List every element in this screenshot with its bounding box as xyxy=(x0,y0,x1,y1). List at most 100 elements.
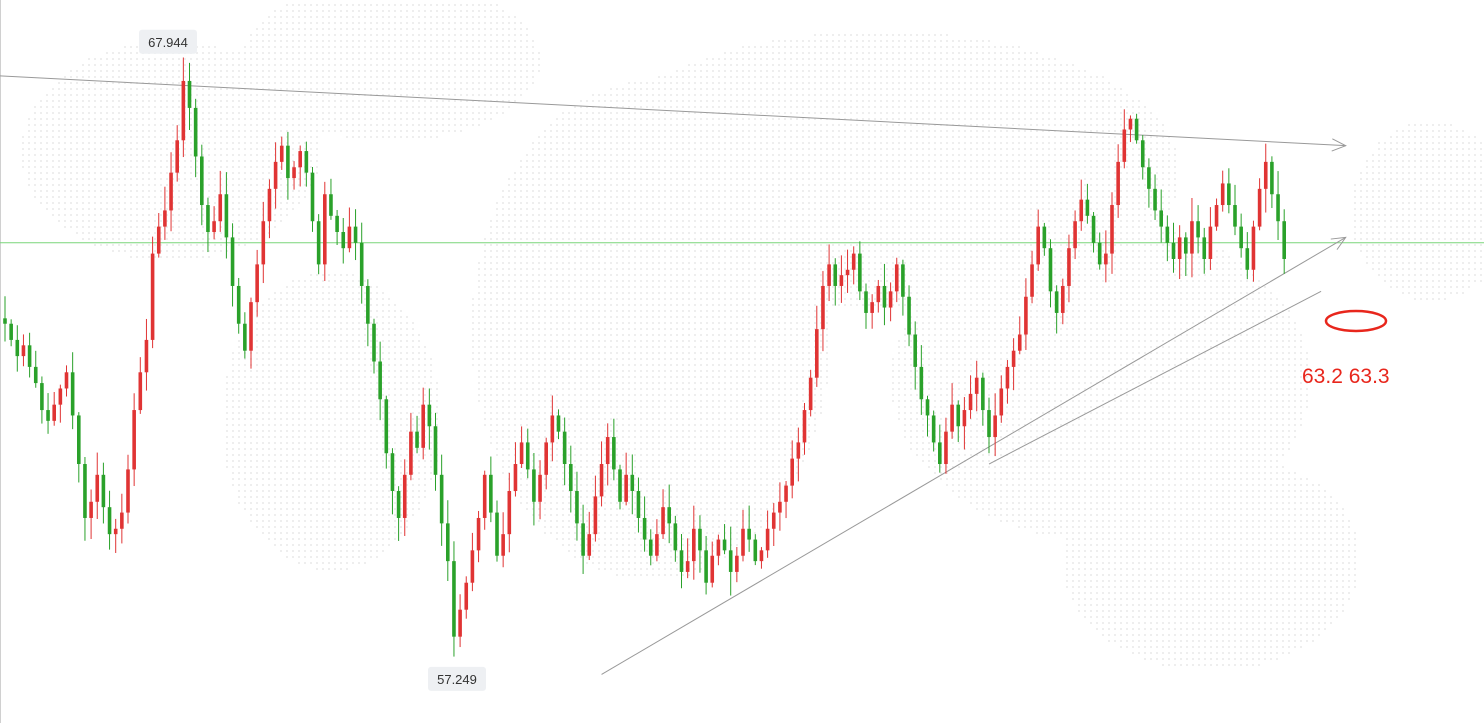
map-dot xyxy=(160,202,162,204)
map-dot xyxy=(280,112,282,114)
map-dot xyxy=(1018,124,1020,126)
map-dot xyxy=(484,64,486,66)
map-dot xyxy=(724,82,726,84)
map-dot xyxy=(1444,136,1446,138)
map-dot xyxy=(1078,196,1080,198)
map-dot xyxy=(952,46,954,48)
map-dot xyxy=(358,124,360,126)
map-dot xyxy=(382,106,384,108)
map-dot xyxy=(250,196,252,198)
map-dot xyxy=(766,202,768,204)
map-dot xyxy=(1144,112,1146,114)
map-dot xyxy=(424,40,426,42)
map-dot xyxy=(964,142,966,144)
map-dot xyxy=(1408,142,1410,144)
map-dot xyxy=(1024,160,1026,162)
map-dot xyxy=(754,112,756,114)
map-dot xyxy=(646,82,648,84)
map-dot xyxy=(244,202,246,204)
map-dot xyxy=(28,130,30,132)
map-dot xyxy=(838,172,840,174)
map-dot xyxy=(904,178,906,180)
map-dot xyxy=(790,184,792,186)
map-dot xyxy=(724,136,726,138)
map-dot xyxy=(1012,196,1014,198)
map-dot xyxy=(988,196,990,198)
map-dot xyxy=(328,34,330,36)
map-dot xyxy=(976,190,978,192)
map-dot xyxy=(430,46,432,48)
map-dot xyxy=(676,184,678,186)
map-dot xyxy=(952,100,954,102)
map-dot xyxy=(142,142,144,144)
map-dot xyxy=(316,82,318,84)
map-dot xyxy=(70,88,72,90)
map-dot xyxy=(388,130,390,132)
map-dot xyxy=(172,112,174,114)
map-dot xyxy=(22,160,24,162)
map-dot xyxy=(736,172,738,174)
map-dot xyxy=(1108,184,1110,186)
map-dot xyxy=(1450,136,1452,138)
map-dot xyxy=(112,178,114,180)
map-dot xyxy=(1474,178,1476,180)
map-dot xyxy=(442,76,444,78)
map-dot xyxy=(658,160,660,162)
map-dot xyxy=(478,10,480,12)
map-dot xyxy=(886,46,888,48)
map-dot xyxy=(412,94,414,96)
map-dot xyxy=(1168,142,1170,144)
map-dot xyxy=(1414,130,1416,132)
map-dot xyxy=(1006,184,1008,186)
map-dot xyxy=(406,40,408,42)
map-dot xyxy=(718,178,720,180)
map-dot xyxy=(70,94,72,96)
map-dot xyxy=(400,46,402,48)
map-dot xyxy=(82,208,84,210)
map-dot xyxy=(454,112,456,114)
map-dot xyxy=(148,100,150,102)
map-dot xyxy=(742,190,744,192)
map-dot xyxy=(850,46,852,48)
map-dot xyxy=(250,70,252,72)
map-dot xyxy=(838,82,840,84)
map-dot xyxy=(526,40,528,42)
map-dot xyxy=(388,16,390,18)
map-dot xyxy=(262,22,264,24)
map-dot xyxy=(658,172,660,174)
map-dot xyxy=(832,202,834,204)
map-dot xyxy=(172,100,174,102)
map-dot xyxy=(916,136,918,138)
map-dot xyxy=(322,100,324,102)
map-dot xyxy=(1066,124,1068,126)
map-dot xyxy=(304,58,306,60)
map-dot xyxy=(664,160,666,162)
map-dot xyxy=(508,94,510,96)
map-dot xyxy=(490,22,492,24)
map-dot xyxy=(400,82,402,84)
map-dot xyxy=(706,130,708,132)
map-dot xyxy=(256,130,258,132)
map-dot xyxy=(748,88,750,90)
map-dot xyxy=(784,52,786,54)
map-dot xyxy=(226,172,228,174)
map-dot xyxy=(46,136,48,138)
map-dot xyxy=(496,4,498,6)
map-dot xyxy=(568,208,570,210)
map-dot xyxy=(568,160,570,162)
map-dot xyxy=(448,64,450,66)
map-dot xyxy=(802,46,804,48)
map-dot xyxy=(994,70,996,72)
map-dot xyxy=(232,58,234,60)
map-dot xyxy=(496,52,498,54)
map-dot xyxy=(838,76,840,78)
map-dot xyxy=(214,52,216,54)
map-dot xyxy=(214,112,216,114)
map-dot xyxy=(568,172,570,174)
map-dot xyxy=(484,34,486,36)
map-dot xyxy=(766,94,768,96)
map-dot xyxy=(784,82,786,84)
map-dot xyxy=(700,100,702,102)
map-dot xyxy=(1174,196,1176,198)
map-dot xyxy=(1114,88,1116,90)
